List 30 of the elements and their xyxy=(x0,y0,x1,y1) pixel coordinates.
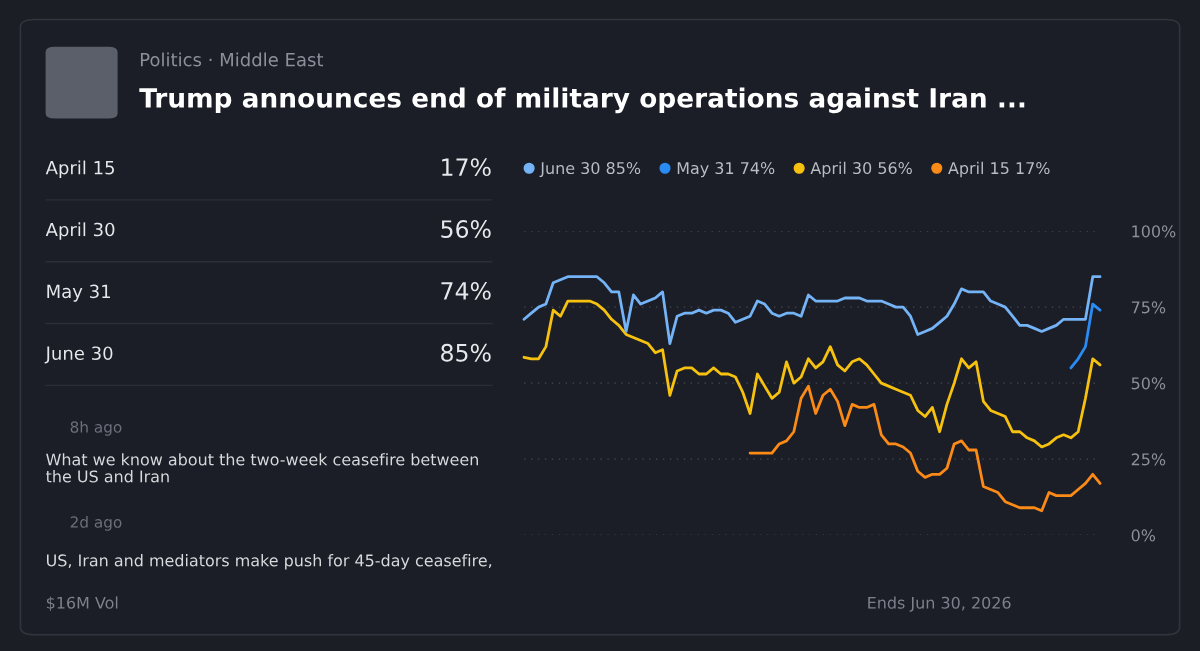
text: $16M Vol xyxy=(46,596,118,611)
text: Ends Jun 30, 2026 xyxy=(868,596,1011,612)
legend-label: April 30 56% xyxy=(810,161,912,178)
y-tick-label: 25% xyxy=(1131,453,1166,466)
line-series xyxy=(1069,302,1102,370)
legend-label: May 31 74% xyxy=(677,162,775,178)
text: 2d ago xyxy=(70,516,122,531)
y-tick-label: 50% xyxy=(1131,377,1166,390)
text: May 31 xyxy=(47,284,110,302)
text: US, Iran and mediators make push for 45-day ceasefire, xyxy=(46,554,492,570)
text: 17% xyxy=(442,158,491,177)
legend-label: June 30 85% xyxy=(539,162,641,178)
text: the US and Iran xyxy=(46,470,169,483)
line-series xyxy=(522,299,1102,449)
text: April 30 xyxy=(45,222,115,240)
text: 85% xyxy=(441,343,491,362)
text: 74% xyxy=(441,281,491,300)
text: April 15 xyxy=(45,160,115,178)
text: What we know about the two-week ceasefire between xyxy=(46,453,478,466)
line-series xyxy=(748,384,1102,513)
text: 8h ago xyxy=(70,420,122,436)
chart-title: Trump announces end of military operations against Iran ... xyxy=(139,87,1025,114)
legend-label: April 15 17% xyxy=(948,161,1050,178)
y-tick-label: 75% xyxy=(1131,301,1166,314)
line-series xyxy=(522,275,1102,345)
y-tick-label: 100% xyxy=(1132,225,1176,238)
y-tick-label: 0% xyxy=(1131,529,1156,542)
text: June 30 xyxy=(44,346,113,364)
text: 56% xyxy=(441,220,491,238)
text: Politics · Middle East xyxy=(140,52,324,67)
